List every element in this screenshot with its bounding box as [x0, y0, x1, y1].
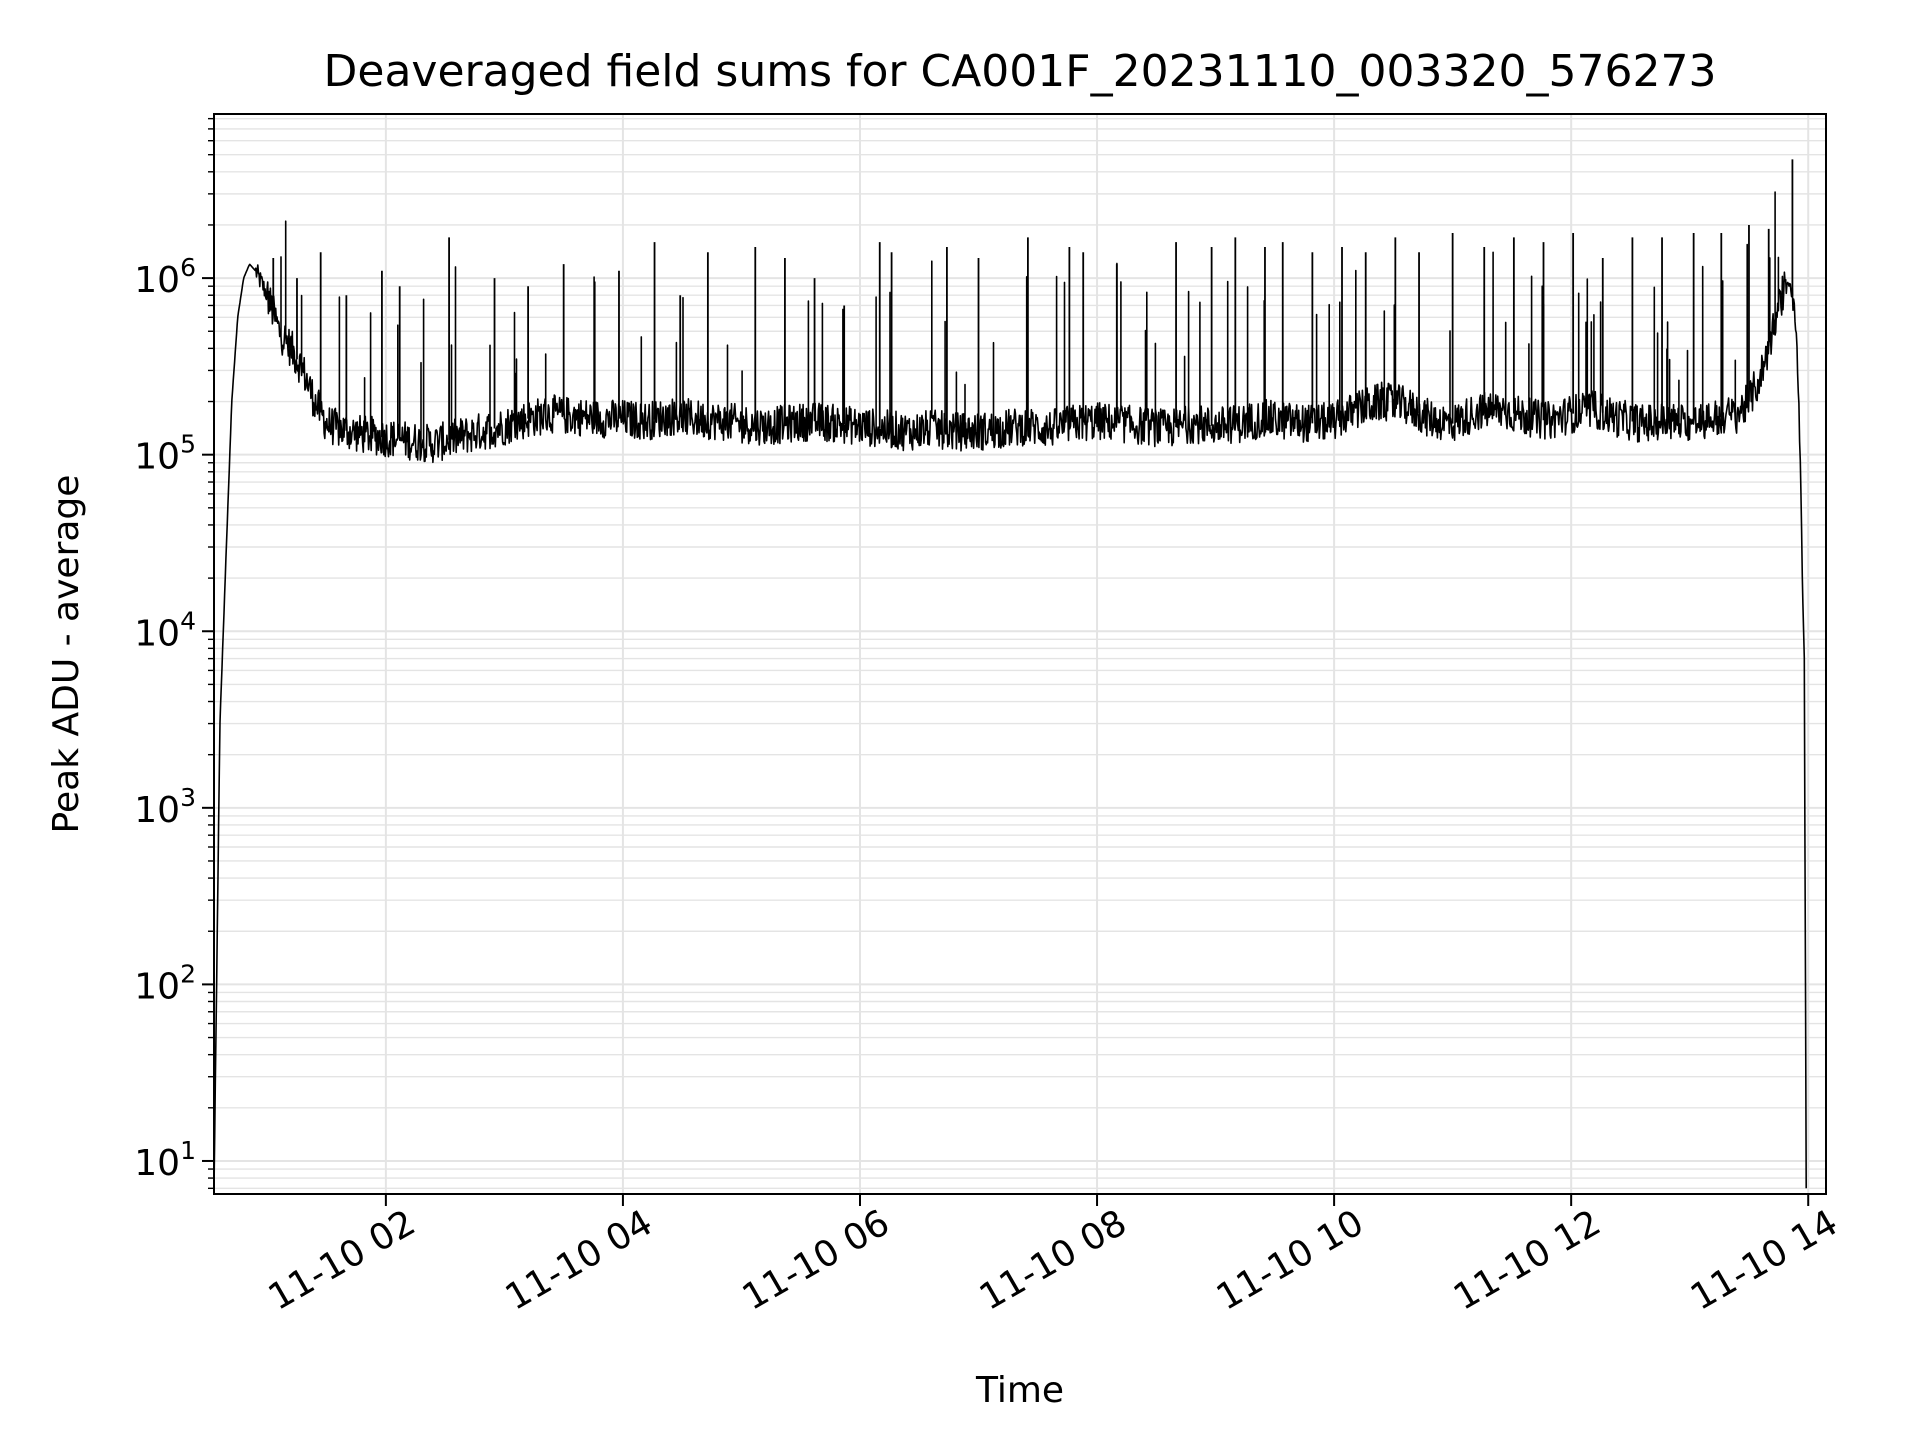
x-axis-label: Time	[975, 1370, 1064, 1411]
series-line	[213, 191, 1807, 1189]
chart-title: Deaveraged field sums for CA001F_2023111…	[324, 46, 1717, 97]
y-tick-label: 105	[134, 430, 196, 478]
y-tick-label: 104	[134, 606, 196, 654]
y-tick-label: 101	[134, 1136, 196, 1184]
y-tick-label: 103	[134, 783, 196, 831]
y-axis-label: Peak ADU - average	[46, 475, 87, 834]
grid	[214, 114, 1826, 1194]
plot-frame	[213, 113, 1827, 1195]
y-tick-label: 102	[134, 959, 196, 1007]
y-tick-label: 106	[134, 253, 196, 301]
data-series	[213, 159, 1807, 1189]
